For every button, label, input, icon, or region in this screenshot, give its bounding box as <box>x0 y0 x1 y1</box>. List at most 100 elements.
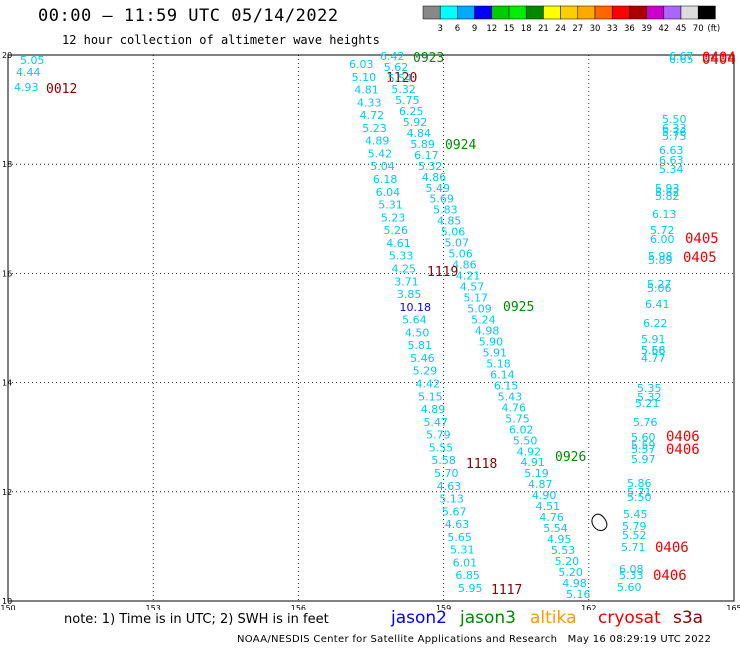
wave-height-value: 5.18 <box>486 357 511 370</box>
colorbar-swatch <box>697 5 716 20</box>
wave-height-value: 3.85 <box>397 288 422 301</box>
wave-height-value: 5.68 <box>641 344 666 357</box>
wave-height-value: 5.19 <box>524 467 549 480</box>
colorbar-tick-label: 12 <box>486 24 497 34</box>
altimeter-map: 150 153 156 159 162 165 20 18 16 14 12 10 5.054.44 4.… <box>0 50 740 610</box>
wave-height-value: 6.67 <box>669 50 694 63</box>
wave-height-value: 6.85 <box>455 569 480 582</box>
wave-height-value: 6.02 <box>509 423 534 436</box>
wave-height-value: 4.90 <box>532 489 557 502</box>
wave-height-value: 5.50 <box>662 113 687 126</box>
page-title: 00:00 – 11:59 UTC 05/14/2022 <box>38 6 339 26</box>
pass-time-label: 0404 <box>702 52 736 68</box>
wave-height-value: 4.87 <box>528 478 553 491</box>
colorbar-tick-label: 39 <box>641 24 652 34</box>
legend-jason3: jason3 <box>460 608 516 628</box>
colorbar-tick-label: 42 <box>658 24 669 34</box>
wave-height-value: 5.76 <box>633 416 658 429</box>
wave-height-value: 4.57 <box>460 281 485 294</box>
wave-height-value: 6.14 <box>490 368 515 381</box>
pass-time-label: 0012 <box>46 82 77 97</box>
wave-height-value: 5.06 <box>647 282 672 295</box>
legend-jason2: jason2 <box>391 608 447 628</box>
wave-height-value: 6.13 <box>652 208 677 221</box>
wave-height-value: 5.05 <box>20 54 45 67</box>
wave-height-value: 5.98 <box>648 250 673 263</box>
wave-height-value: 4.72 <box>360 109 385 122</box>
wave-height-value: 4.98 <box>475 324 500 337</box>
legend-altika: altika <box>530 608 577 628</box>
legend-cryosat: cryosat <box>598 608 661 628</box>
colorbar-unit: (ft) <box>707 24 720 34</box>
wave-height-value: 5.95 <box>458 582 483 595</box>
wave-height-value: 6.17 <box>414 149 439 162</box>
y-tick-label: 12 <box>2 488 12 497</box>
wave-height-value: 4.61 <box>386 237 411 250</box>
pass-time-label: 0925 <box>503 300 534 315</box>
wave-height-value: 4.63 <box>437 480 462 493</box>
wave-height-value: 4.77 <box>641 352 666 365</box>
wave-height-value: 5.20 <box>555 555 580 568</box>
wave-height-value: 6.22 <box>643 317 668 330</box>
wave-height-value: 5.32 <box>637 391 662 404</box>
wave-height-value: 5.82 <box>655 186 680 199</box>
wave-height-value: 4.21 <box>456 270 481 283</box>
wave-height-value: 6.63 <box>659 154 684 167</box>
y-tick-label: 20 <box>2 51 12 60</box>
wave-height-value: 6.15 <box>494 379 519 392</box>
wave-height-value: 5.86 <box>627 477 652 490</box>
colorbar-tick-label: 6 <box>455 24 460 34</box>
wave-height-value: 5.55 <box>429 441 454 454</box>
pass-time-label: 0406 <box>666 429 700 445</box>
colorbar-tick-label: 36 <box>624 24 635 34</box>
wave-height-value: 5.13 <box>439 493 464 506</box>
wave-height-value: 5.75 <box>662 130 687 143</box>
wave-height-value: 6.41 <box>645 298 670 311</box>
wave-height-value: 5.91 <box>641 333 666 346</box>
wave-height-value: 4.86 <box>452 259 477 272</box>
pass-time-label: 0924 <box>445 138 476 153</box>
wave-height-value: 5.46 <box>410 352 435 365</box>
wave-height-value: 6.33 <box>662 122 687 135</box>
colorbar-tick-label: 33 <box>607 24 618 34</box>
pass-time-label: 0405 <box>683 250 717 266</box>
wave-height-value: 5.91 <box>482 346 507 359</box>
wave-height-value: 5.35 <box>637 382 662 395</box>
wave-height-value: 5.15 <box>418 390 443 403</box>
wave-height-value: 5.60 <box>617 581 642 594</box>
wave-height-value: 5.42 <box>368 147 393 160</box>
wave-height-value: 4.95 <box>547 533 572 546</box>
wave-height-value: 5.27 <box>647 278 672 291</box>
wave-height-value: 6.04 <box>376 186 401 199</box>
wave-height-value: 5.82 <box>655 190 680 203</box>
wave-height-value: 6.08 <box>619 563 644 576</box>
pass-time-label: 1120 <box>386 71 417 86</box>
wave-height-value: 5.57 <box>631 443 656 456</box>
colorbar-tick-label: 18 <box>521 24 532 34</box>
wave-height-value: 5.53 <box>551 544 576 557</box>
wave-height-value: 5.71 <box>627 486 652 499</box>
wave-height-value: 5.33 <box>619 569 644 582</box>
wave-height-value: 4.50 <box>405 326 430 339</box>
wave-height-value: 4.33 <box>357 96 382 109</box>
wave-height-value: 5.70 <box>434 467 459 480</box>
pass-time-label: 0923 <box>413 51 444 66</box>
wave-height-value: 5.10 <box>352 71 377 84</box>
colorbar-tick-label: 27 <box>572 24 583 34</box>
colorbar-tick-label: 3 <box>437 24 442 34</box>
wave-height-value: 5.31 <box>378 199 403 212</box>
pass-time-label: 0926 <box>555 450 586 465</box>
wave-height-value: 5.50 <box>627 491 652 504</box>
x-tick-label: 159 <box>436 604 451 610</box>
color-scale-legend: 3 6 9 12 15 18 21 24 27 30 33 36 39 42 45 70 (ft) <box>422 5 720 34</box>
x-tick-label: 156 <box>291 604 306 610</box>
wave-height-value: 5.23 <box>381 211 406 224</box>
wave-height-value: 4.93 <box>14 81 39 94</box>
colorbar-tick-label: 24 <box>555 24 566 34</box>
wave-height-value: 5.60 <box>631 431 656 444</box>
wave-height-value: 5.31 <box>450 544 475 557</box>
wave-height-value: 5.52 <box>622 529 647 542</box>
pass-time-label: 0405 <box>685 231 719 247</box>
wave-height-value: 5.76 <box>662 126 687 139</box>
wave-height-value: 5.17 <box>464 292 489 305</box>
